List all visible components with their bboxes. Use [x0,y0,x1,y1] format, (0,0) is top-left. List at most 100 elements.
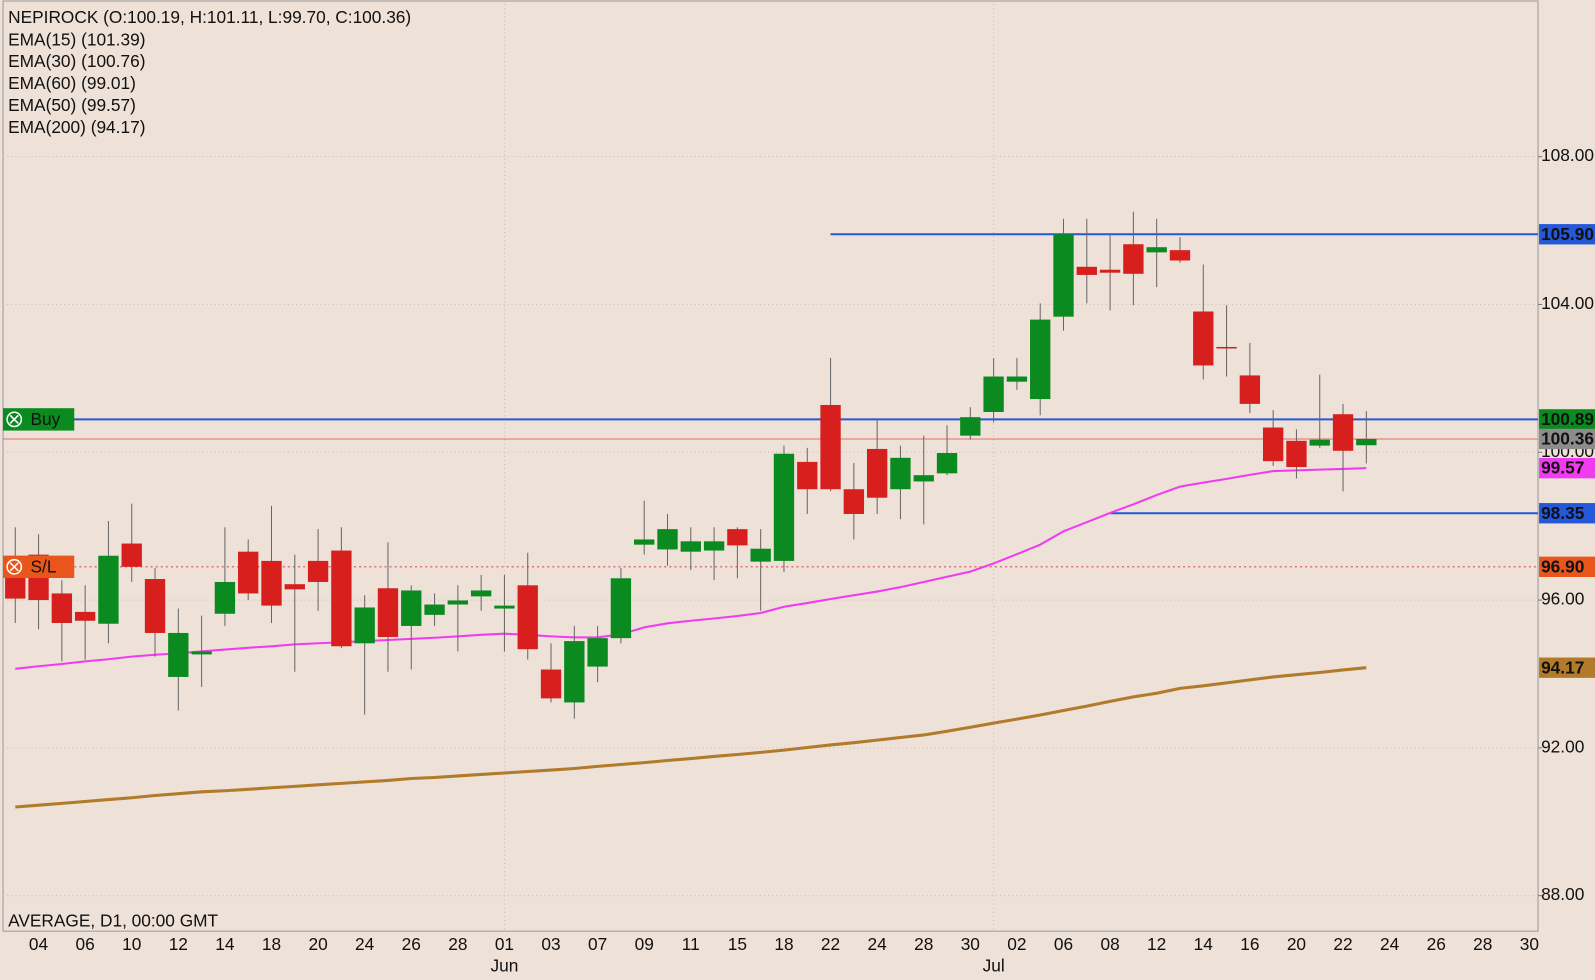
candle-body [564,641,585,703]
indicator-label: EMA(50) (99.57) [8,95,136,115]
x-tick-label: 06 [1054,934,1073,954]
candle-body [820,404,841,490]
candle-body [1076,266,1097,275]
x-tick-label: 26 [402,934,421,954]
candle-body [1123,244,1144,274]
candle-body [797,461,818,490]
candle-body [331,550,352,647]
close-icon[interactable] [6,558,23,575]
candle-body [750,548,771,562]
x-tick-label: 15 [728,934,747,954]
x-tick-label: 12 [1147,934,1166,954]
candle-body [843,489,865,514]
indicator-label: EMA(200) (94.17) [8,117,145,137]
x-tick-label: 18 [774,934,793,954]
level-value-box [1539,503,1595,524]
y-tick-label: 96.00 [1541,589,1584,609]
candle-body [470,590,492,597]
candle-body [261,560,282,606]
candle-body [1262,427,1284,462]
level-value-label: 98.35 [1541,503,1585,523]
x-tick-label: 03 [541,934,560,954]
x-tick-label: 11 [682,934,700,954]
level-value-label: 105.90 [1541,224,1594,244]
candle-body [214,581,236,614]
candles [5,211,1377,719]
candle-body [401,590,422,626]
candle-body [634,539,655,545]
x-tick-label: 12 [169,934,188,954]
ema-value-label: 94.17 [1541,657,1584,677]
candle-body [587,638,608,667]
levels [3,233,1539,568]
candle-body [703,541,725,551]
chart-title: NEPIROCK (O:100.19, H:101.11, L:99.70, C… [8,7,411,27]
candle-body [168,632,189,677]
candle-body [680,541,701,552]
x-tick-label: 02 [1007,934,1026,954]
x-tick-label: 16 [1240,934,1259,954]
candle-body [1006,376,1028,382]
indicator-label: EMA(15) (101.39) [8,29,145,49]
candle-body [1193,311,1214,366]
close-icon-x[interactable] [9,562,19,572]
x-tick-label: 28 [1473,934,1492,954]
candle-body [1169,250,1191,261]
candle-body [960,417,981,436]
candle-body [773,453,795,561]
candle-body [1286,440,1307,468]
order-button-label[interactable]: S/L [31,556,57,576]
candle-body [354,607,375,644]
candle-body [913,475,934,482]
candle-body [377,588,399,638]
month-label: Jul [983,955,1005,975]
level-value-box [1539,224,1595,245]
grid [3,0,1543,932]
candle-body [1099,269,1121,273]
candle-body [447,600,469,605]
x-tick-label: 22 [1333,934,1352,954]
order-button[interactable] [3,555,75,579]
ema-value-box [1539,457,1595,479]
candle-body [494,605,515,609]
order-button-label[interactable]: Buy [31,409,61,429]
close-icon-x[interactable] [9,414,19,424]
candle-body [307,560,329,582]
x-tick-label: 10 [122,934,141,954]
candle-body [936,453,958,474]
x-tick-label: 07 [588,934,607,954]
candle-body [191,651,212,655]
close-icon[interactable] [6,411,23,428]
footer: AVERAGE, D1, 00:00 GMT [8,911,218,931]
order-button[interactable] [3,408,75,431]
level-value-label: 100.89 [1541,409,1594,429]
candle-body [727,529,748,546]
y-tick-label: 104.00 [1541,293,1594,313]
candle-body [983,376,1004,412]
x-tick-label: 26 [1427,934,1446,954]
x-tick-label: 24 [868,934,888,954]
y-tick-label: 108.00 [1541,145,1594,165]
month-label: Jun [491,955,519,975]
candle-body [1216,346,1237,349]
candle-body [1239,375,1261,404]
candle-body [144,579,166,633]
x-tick-label: 22 [821,934,840,954]
x-tick-label: 06 [76,934,95,954]
candle-body [74,611,96,621]
candle-body [890,457,911,490]
ema-line [15,467,1367,670]
level-value-label: 96.90 [1541,556,1584,576]
labels: EMA(15) (101.39)EMA(30) (100.76)EMA(60) … [3,29,1595,975]
x-tick-label: 24 [355,934,375,954]
x-tick-label: 04 [29,934,49,954]
x-tick-label: 30 [1520,934,1539,954]
y-tick-label: 88.00 [1541,884,1584,904]
candle-body [1332,414,1354,451]
level-value-box [1539,409,1595,430]
x-tick-label: 20 [1287,934,1306,954]
level-value-label: 100.36 [1541,429,1594,449]
candle-body [98,555,119,624]
